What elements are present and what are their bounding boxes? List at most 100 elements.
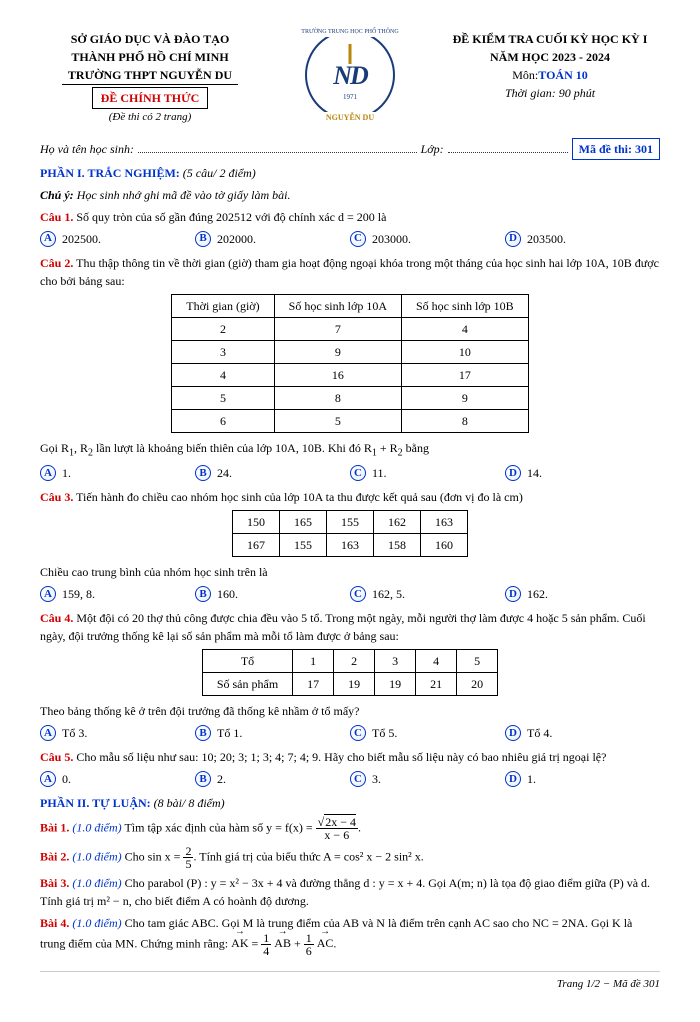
c3: 163 (327, 533, 374, 556)
ol: A (40, 465, 56, 481)
c2t: Gọi R (40, 441, 69, 455)
cau3-opt-D[interactable]: D162. (505, 585, 660, 603)
cau4-opt-B[interactable]: BTổ 1. (195, 724, 350, 742)
cau4-opt-D[interactable]: DTổ 4. (505, 724, 660, 742)
c4h: Tổ (202, 649, 292, 672)
cau3: Câu 3. Tiến hành đo chiều cao nhóm học s… (40, 488, 660, 506)
chu-y-label: Chú ý: (40, 188, 74, 202)
cau5-opt-D[interactable]: D1. (505, 770, 660, 788)
cau2-table: Thời gian (giờ)Số học sinh lớp 10ASố học… (171, 294, 528, 433)
cau4-opt-C[interactable]: CTổ 5. (350, 724, 505, 742)
bai2-score: (1.0 điểm) (72, 849, 121, 863)
cau1-opt-A[interactable]: A202500. (40, 230, 195, 248)
name-dotted (138, 141, 417, 153)
c2r: 3 (172, 340, 274, 363)
frac-14: 14 (261, 932, 271, 957)
opt-letter-D: D (505, 231, 521, 247)
ol: C (350, 771, 366, 787)
cau3-table: 150165155162163 167155163158160 (232, 510, 468, 557)
vec-AC: AC (317, 934, 334, 952)
cau3-opt-A[interactable]: A159, 8. (40, 585, 195, 603)
cau5-text: Cho mẫu số liệu như sau: 10; 20; 3; 1; 3… (76, 750, 606, 764)
cau5-opt-B[interactable]: B2. (195, 770, 350, 788)
cau2-opt-C[interactable]: C11. (350, 464, 505, 482)
c2r: 9 (274, 340, 401, 363)
cau2-text2: Gọi R1, R2 lần lượt là khoảng biến thiên… (40, 439, 660, 460)
c2r: 17 (402, 363, 529, 386)
header-logo: TRƯỜNG TRUNG HỌC PHỔ THÔNG ND 1971 NGUYỄ… (290, 30, 410, 120)
cau4-table: Tổ12345 Số sản phẩm1719192120 (202, 649, 498, 696)
phan1-sub: (5 câu/ 2 điểm) (183, 166, 256, 180)
cau1-opt-D[interactable]: D203500. (505, 230, 660, 248)
chu-y: Chú ý: Học sinh nhớ ghi mã đề vào tờ giấ… (40, 186, 660, 204)
cau3-text2: Chiều cao trung bình của nhóm học sinh t… (40, 563, 660, 581)
bai4-label: Bài 4. (40, 916, 69, 930)
school-line: TRƯỜNG THPT NGUYỄN DU (62, 66, 238, 85)
c2r: 9 (402, 386, 529, 409)
c4h: 4 (416, 649, 457, 672)
c4h: 2 (334, 649, 375, 672)
c4C: Tổ 5. (372, 724, 397, 742)
exam-title-2: NĂM HỌC 2023 - 2024 (440, 48, 660, 66)
c3: 158 (374, 533, 421, 556)
bai1-den: x − 6 (316, 829, 358, 841)
c3: 160 (421, 533, 468, 556)
cau2: Câu 2. Thu thập thông tin về thời gian (… (40, 254, 660, 290)
class-label: Lớp: (421, 140, 444, 158)
c2C: 11. (372, 464, 387, 482)
c3B: 160. (217, 585, 238, 603)
cau4-opt-A[interactable]: ATổ 3. (40, 724, 195, 742)
bai2-den: 5 (183, 858, 193, 870)
ol: B (195, 465, 211, 481)
bai2-frac: 2 5 (183, 845, 193, 870)
c2A: 1. (62, 464, 71, 482)
frac-16: 16 (304, 932, 314, 957)
cau3-opt-B[interactable]: B 160. (195, 585, 350, 603)
cau3-text1: Tiến hành đo chiều cao nhóm học sinh của… (76, 490, 523, 504)
c2r: 5 (172, 386, 274, 409)
bai2-label: Bài 2. (40, 849, 69, 863)
c3C: 162, 5. (372, 585, 405, 603)
cau2-opt-B[interactable]: B24. (195, 464, 350, 482)
cau5-opt-A[interactable]: A0. (40, 770, 195, 788)
mon-value: TOÁN 10 (538, 68, 587, 82)
cau1-opt-C[interactable]: C203000. (350, 230, 505, 248)
cau5-opt-C[interactable]: C 3. (350, 770, 505, 788)
mon-label: Môn: (512, 68, 538, 82)
c2r: 8 (274, 386, 401, 409)
cau2-opt-A[interactable]: A 1. (40, 464, 195, 482)
bai3-score: (1.0 điểm) (72, 876, 121, 890)
ol: B (195, 771, 211, 787)
cau5: Câu 5. Cho mẫu số liệu như sau: 10; 20; … (40, 748, 660, 766)
cau2-text1: Thu thập thông tin về thời gian (giờ) th… (40, 256, 659, 288)
c4B: Tổ 1. (217, 724, 242, 742)
c2-h2: Số học sinh lớp 10B (402, 294, 529, 317)
header-right: ĐỀ KIỂM TRA CUỐI KỲ HỌC KỲ I NĂM HỌC 202… (440, 30, 660, 102)
c4r: 17 (293, 672, 334, 695)
cau2-opt-D[interactable]: D14. (505, 464, 660, 482)
cau3-opt-C[interactable]: C162, 5. (350, 585, 505, 603)
plus: + (294, 936, 304, 950)
class-dotted (448, 141, 568, 153)
cau1-opt-B[interactable]: B202000. (195, 230, 350, 248)
logo-top-text: TRƯỜNG TRUNG HỌC PHỔ THÔNG (299, 28, 400, 37)
dept-line: SỞ GIÁO DỤC VÀ ĐÀO TẠO (40, 30, 260, 48)
c2t: bằng (403, 441, 429, 455)
c5C: 3. (372, 770, 381, 788)
header-left: SỞ GIÁO DỤC VÀ ĐÀO TẠO THÀNH PHỐ HỒ CHÍ … (40, 30, 260, 126)
student-info-line: Họ và tên học sinh: Lớp: Mã đề thi: 301 (40, 138, 660, 160)
f1d: 4 (261, 945, 271, 957)
cau4-text1: Một đội có 20 thợ thủ công được chia đều… (40, 611, 646, 643)
ol: B (195, 586, 211, 602)
mon-line: Môn:TOÁN 10 (440, 66, 660, 84)
thoigian: Thời gian: 90 phút (440, 84, 660, 102)
bai2-text-a: Cho sin x = (125, 849, 184, 863)
bai1-text-a: Tìm tập xác định của hàm số y = f(x) = (124, 820, 315, 834)
c4D: Tổ 4. (527, 724, 552, 742)
cau1: Câu 1. Số quy tròn của số gần đúng 20251… (40, 208, 660, 226)
cau5-options: A0. B2. C 3. D1. (40, 770, 660, 788)
logo-banner: NGUYỄN DU (324, 112, 376, 124)
header: SỞ GIÁO DỤC VÀ ĐÀO TẠO THÀNH PHỐ HỒ CHÍ … (40, 30, 660, 126)
bai3: Bài 3. (1.0 điểm) Cho parabol (P) : y = … (40, 874, 660, 910)
c2D: 14. (527, 464, 542, 482)
